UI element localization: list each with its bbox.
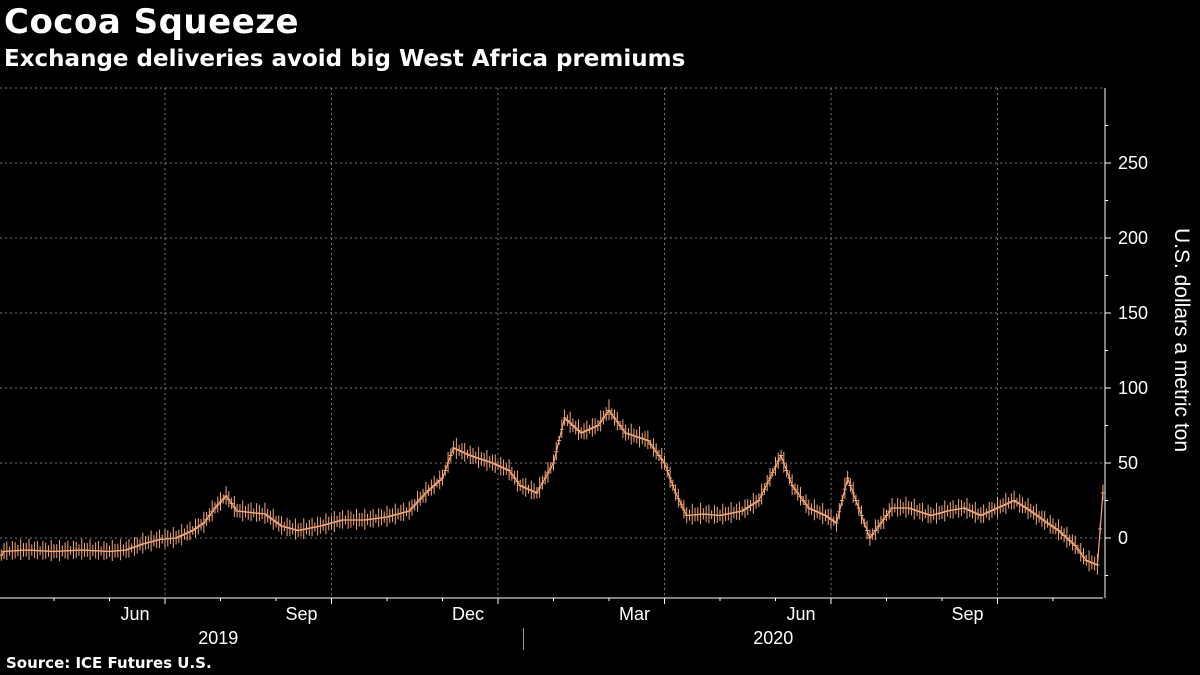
chart-subtitle: Exchange deliveries avoid big West Afric… <box>4 46 686 72</box>
x-tick-label: Sep <box>951 604 983 624</box>
source-note: Source: ICE Futures U.S. <box>6 654 212 672</box>
tick-labels: 0 50 100 150 200 250 Jun Sep Dec Mar Jun Sep 2019 202… <box>120 153 1148 648</box>
y-tick-label: 250 <box>1118 153 1148 173</box>
chart-title: Cocoa Squeeze <box>4 2 300 42</box>
x-tick-label: Mar <box>619 604 650 624</box>
x-tick-label: Jun <box>786 604 815 624</box>
y-tick-label: 0 <box>1118 528 1128 548</box>
y-axis-label: U.S. dollars a metric ton <box>1170 228 1193 452</box>
year-label: 2019 <box>198 628 238 648</box>
x-tick-label: Dec <box>452 604 484 624</box>
x-tick-label: Jun <box>120 604 149 624</box>
y-tick-label: 150 <box>1118 303 1148 323</box>
x-tick-label: Sep <box>285 604 317 624</box>
year-label: 2020 <box>753 628 793 648</box>
y-tick-label: 100 <box>1118 378 1148 398</box>
gridlines <box>0 87 1103 598</box>
axes <box>0 88 1111 650</box>
y-tick-label: 50 <box>1118 453 1138 473</box>
y-tick-label: 200 <box>1118 228 1148 248</box>
series-layer <box>0 399 1105 575</box>
series-line <box>0 409 1104 566</box>
